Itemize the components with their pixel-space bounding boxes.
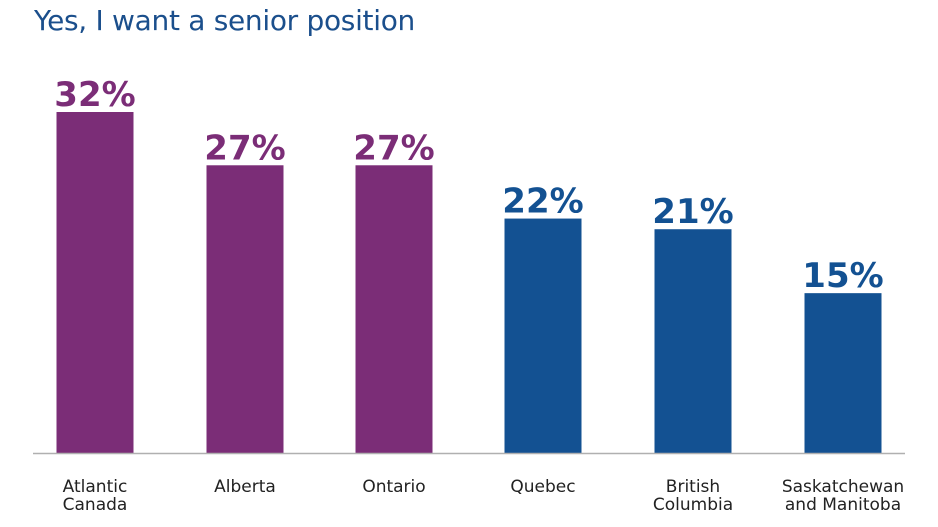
bar-5	[804, 293, 882, 453]
value-label-4: 21%	[652, 192, 733, 232]
value-label-0: 32%	[54, 75, 135, 115]
value-label-2: 27%	[353, 128, 434, 168]
value-label-group: 32% 27% 27% 22% 21% 15%	[54, 75, 883, 296]
category-label-2: Ontario	[362, 477, 425, 497]
category-label-group: Atlantic Canada Alberta Ontario Quebec Britis…	[63, 477, 905, 515]
category-label-4: British Columbia	[653, 477, 733, 515]
value-label-1: 27%	[204, 128, 285, 168]
bar-2	[355, 165, 433, 453]
category-label-1: Alberta	[214, 477, 276, 497]
category-label-line: Alberta	[214, 477, 276, 497]
category-label-line: Ontario	[362, 477, 425, 497]
category-label-0: Atlantic Canada	[63, 477, 128, 515]
category-label-line: and Manitoba	[785, 495, 901, 515]
category-label-line: Columbia	[653, 495, 733, 515]
value-label-5: 15%	[802, 256, 883, 296]
category-label-line: British	[666, 477, 720, 497]
bar-3	[504, 218, 582, 453]
bar-0	[56, 112, 134, 453]
category-label-line: Atlantic	[63, 477, 128, 497]
bar-group	[56, 112, 882, 453]
bar-4	[654, 229, 732, 453]
chart-title: Yes, I want a senior position	[34, 4, 415, 37]
category-label-line: Canada	[63, 495, 128, 515]
category-label-3: Quebec	[510, 477, 575, 497]
category-label-line: Quebec	[510, 477, 575, 497]
category-label-line: Saskatchewan	[782, 477, 904, 497]
category-label-5: Saskatchewan and Manitoba	[782, 477, 904, 515]
value-label-3: 22%	[502, 182, 583, 222]
bar-1	[206, 165, 284, 453]
